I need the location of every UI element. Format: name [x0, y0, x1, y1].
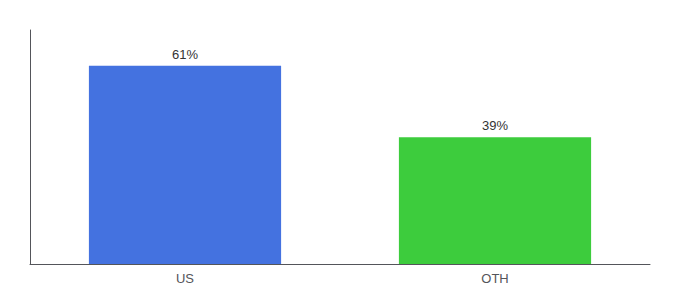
- svg-text:US: US: [176, 271, 194, 286]
- svg-text:39%: 39%: [482, 118, 508, 133]
- svg-text:61%: 61%: [172, 47, 198, 62]
- svg-text:OTH: OTH: [481, 271, 508, 286]
